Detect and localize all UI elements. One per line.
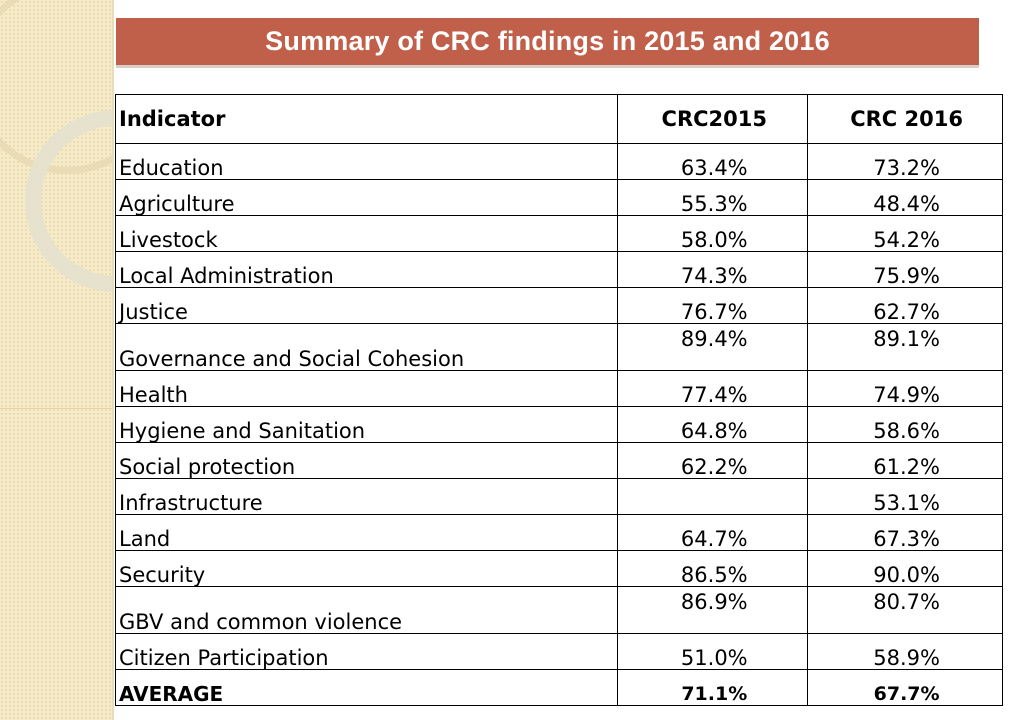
average-label: AVERAGE	[114, 669, 619, 706]
crc2015-cell: 51.0%	[617, 633, 809, 670]
crc2015-cell	[617, 478, 809, 515]
crc2016-cell: 73.2%	[807, 143, 1003, 180]
crc2015-cell: 63.4%	[617, 143, 809, 180]
crc2016-cell: 58.9%	[807, 633, 1003, 670]
table-header-row: Indicator CRC2015 CRC 2016	[114, 94, 1003, 144]
average-crc2015: 71.1%	[617, 669, 809, 706]
table-row: Hygiene and Sanitation 64.8% 58.6%	[114, 406, 1003, 443]
table-row: Agriculture 55.3% 48.4%	[114, 179, 1003, 216]
indicator-cell: Infrastructure	[114, 478, 619, 515]
title-bar: Summary of CRC findings in 2015 and 2016	[116, 18, 979, 68]
indicator-cell: Social protection	[114, 442, 619, 479]
crc2015-cell: 76.7%	[617, 287, 809, 324]
crc2015-cell: 64.7%	[617, 514, 809, 551]
table-row: Social protection 62.2% 61.2%	[114, 442, 1003, 479]
table-row: Governance and Social Cohesion 89.4% 89.…	[114, 323, 1003, 371]
summary-table: Indicator CRC2015 CRC 2016 Education 63.…	[114, 94, 1003, 706]
crc2015-cell: 89.4%	[617, 323, 809, 371]
crc2016-cell: 53.1%	[807, 478, 1003, 515]
crc2015-cell: 55.3%	[617, 179, 809, 216]
indicator-cell: Justice	[114, 287, 619, 324]
crc2015-cell: 86.9%	[617, 586, 809, 634]
strip-edge	[112, 0, 114, 720]
indicator-cell: Local Administration	[114, 251, 619, 288]
indicator-cell: Education	[114, 143, 619, 180]
crc2015-cell: 86.5%	[617, 550, 809, 587]
crc2016-cell: 48.4%	[807, 179, 1003, 216]
table-row: Education 63.4% 73.2%	[114, 143, 1003, 180]
crc2016-cell: 62.7%	[807, 287, 1003, 324]
table-row: Infrastructure 53.1%	[114, 478, 1003, 515]
indicator-cell: Agriculture	[114, 179, 619, 216]
decorative-side-strip	[0, 0, 112, 720]
crc2016-cell: 58.6%	[807, 406, 1003, 443]
header-indicator: Indicator	[114, 94, 619, 144]
indicator-cell: Governance and Social Cohesion	[114, 323, 619, 371]
indicator-cell: Livestock	[114, 215, 619, 252]
table-row: Health 77.4% 74.9%	[114, 370, 1003, 407]
crc2016-cell: 80.7%	[807, 586, 1003, 634]
average-row: AVERAGE 71.1% 67.7%	[114, 669, 1003, 706]
indicator-cell: Citizen Participation	[114, 633, 619, 670]
indicator-cell: Health	[114, 370, 619, 407]
table-row: Citizen Participation 51.0% 58.9%	[114, 633, 1003, 670]
header-crc2015: CRC2015	[617, 94, 809, 144]
crc2015-cell: 62.2%	[617, 442, 809, 479]
table-row: Livestock 58.0% 54.2%	[114, 215, 1003, 252]
crc2015-cell: 64.8%	[617, 406, 809, 443]
table-row: Security 86.5% 90.0%	[114, 550, 1003, 587]
crc2015-cell: 74.3%	[617, 251, 809, 288]
indicator-cell: Security	[114, 550, 619, 587]
crc2016-cell: 74.9%	[807, 370, 1003, 407]
table-row: GBV and common violence 86.9% 80.7%	[114, 586, 1003, 634]
table-row: Local Administration 74.3% 75.9%	[114, 251, 1003, 288]
strip-divider	[0, 408, 112, 409]
indicator-cell: GBV and common violence	[114, 586, 619, 634]
indicator-cell: Land	[114, 514, 619, 551]
header-crc2016: CRC 2016	[807, 94, 1003, 144]
table-row: Justice 76.7% 62.7%	[114, 287, 1003, 324]
crc2016-cell: 61.2%	[807, 442, 1003, 479]
crc2016-cell: 89.1%	[807, 323, 1003, 371]
crc2016-cell: 75.9%	[807, 251, 1003, 288]
crc2015-cell: 58.0%	[617, 215, 809, 252]
page-title: Summary of CRC findings in 2015 and 2016	[265, 26, 830, 56]
indicator-cell: Hygiene and Sanitation	[114, 406, 619, 443]
crc2016-cell: 54.2%	[807, 215, 1003, 252]
crc2016-cell: 67.3%	[807, 514, 1003, 551]
crc2015-cell: 77.4%	[617, 370, 809, 407]
table-row: Land 64.7% 67.3%	[114, 514, 1003, 551]
average-crc2016: 67.7%	[807, 669, 1003, 706]
crc2016-cell: 90.0%	[807, 550, 1003, 587]
